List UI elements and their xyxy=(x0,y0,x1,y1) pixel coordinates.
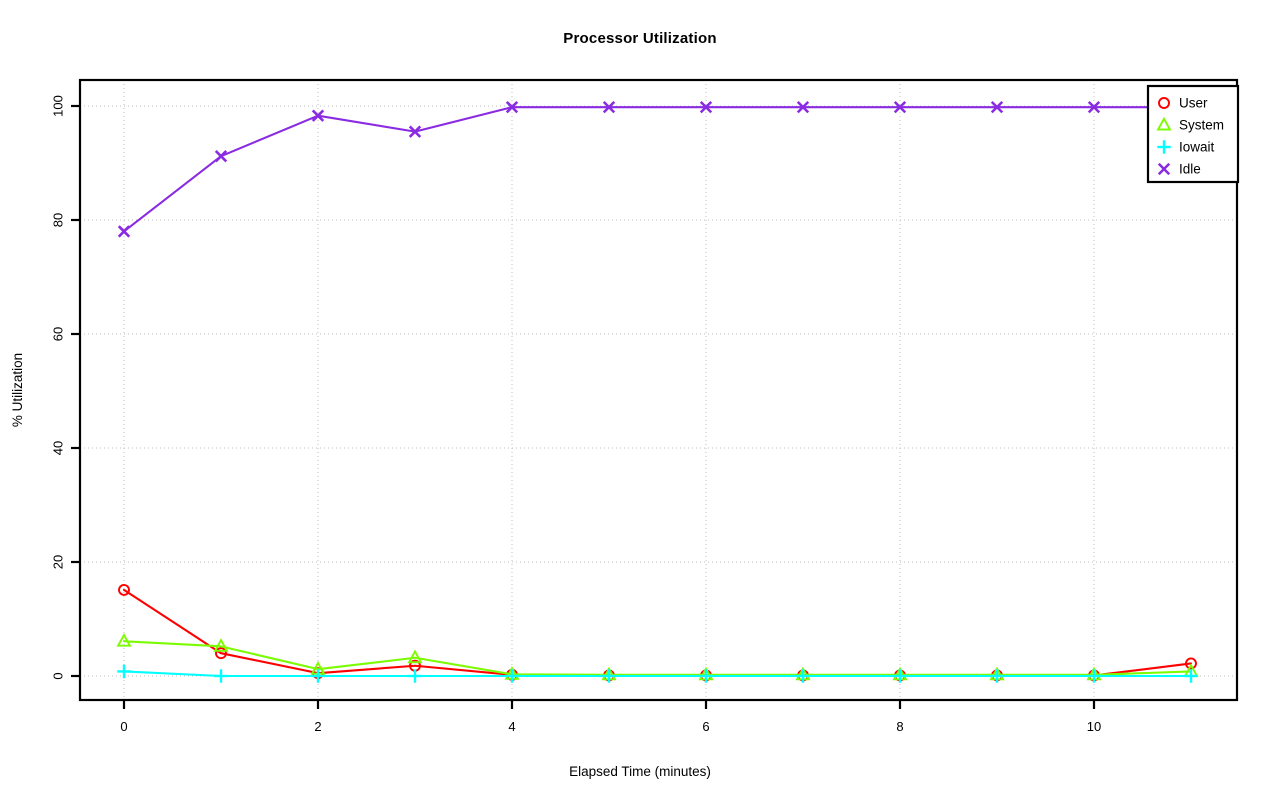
data-point-marker xyxy=(118,583,130,596)
legend-label-idle[interactable]: Idle xyxy=(1179,162,1201,177)
data-point-marker xyxy=(602,669,616,683)
data-point-marker xyxy=(214,669,228,683)
data-point-marker xyxy=(408,669,422,683)
data-point-marker xyxy=(1087,669,1101,683)
series-line xyxy=(122,640,1193,676)
data-point-marker xyxy=(117,225,131,238)
data-point-marker xyxy=(990,100,1004,114)
series-system xyxy=(116,633,1199,681)
legend-marker-user xyxy=(1158,97,1170,109)
y-tick-label: 0 xyxy=(51,672,66,679)
legend-label-iowait[interactable]: Iowait xyxy=(1179,140,1215,155)
series-idle xyxy=(117,100,1198,238)
x-tick-label: 8 xyxy=(896,719,903,734)
data-point-marker xyxy=(893,669,907,683)
data-point-marker xyxy=(116,633,132,647)
page-title: Processor Utilization xyxy=(563,30,717,47)
series-line xyxy=(122,588,1193,677)
data-point-marker xyxy=(213,638,229,652)
x-tick-label: 2 xyxy=(314,719,321,734)
y-tick-label: 40 xyxy=(51,441,66,455)
data-point-marker xyxy=(215,647,227,660)
data-point-marker xyxy=(1185,657,1197,670)
plot-frame xyxy=(78,78,1239,702)
data-point-marker xyxy=(117,664,131,679)
legend-marker-idle xyxy=(1157,162,1171,176)
gridlines xyxy=(80,80,1237,700)
data-point-marker xyxy=(214,149,228,163)
x-tick-label: 10 xyxy=(1087,719,1101,734)
y-axis-label: % Utilization xyxy=(10,353,25,427)
data-point-marker xyxy=(990,669,1004,683)
y-tick-label: 80 xyxy=(51,213,66,227)
x-tick-label: 6 xyxy=(702,719,709,734)
legend-box xyxy=(1146,84,1240,184)
data-point-marker xyxy=(893,100,907,114)
series-user xyxy=(118,583,1197,682)
series-line xyxy=(122,106,1193,233)
legend-label-system[interactable]: System xyxy=(1179,118,1224,133)
data-point-marker xyxy=(1184,669,1198,683)
data-point-marker xyxy=(311,669,325,683)
data-point-marker xyxy=(505,669,519,683)
data-point-marker xyxy=(407,649,423,664)
axis-ticks xyxy=(71,104,1096,709)
data-series-layer xyxy=(116,100,1199,683)
x-axis-label: Elapsed Time (minutes) xyxy=(569,764,711,779)
data-point-marker xyxy=(408,125,422,138)
data-point-marker xyxy=(1087,100,1101,114)
y-tick-label: 20 xyxy=(51,555,66,569)
legend-marker-system xyxy=(1156,116,1172,131)
data-point-marker xyxy=(505,100,519,114)
y-tick-label: 60 xyxy=(51,327,66,341)
data-point-marker xyxy=(699,669,713,683)
series-line xyxy=(122,670,1193,678)
x-tick-label: 0 xyxy=(120,719,127,734)
data-point-marker xyxy=(699,100,713,114)
legend-label-user[interactable]: User xyxy=(1179,96,1208,111)
plot-border xyxy=(78,78,1239,702)
data-point-marker xyxy=(602,100,616,114)
y-tick-label: 100 xyxy=(51,95,66,117)
data-point-marker xyxy=(796,669,810,683)
series-iowait xyxy=(117,664,1198,683)
chart-legend[interactable]: User System Iowait Idle xyxy=(1146,84,1240,184)
legend-marker-iowait xyxy=(1157,140,1171,154)
x-tick-label: 4 xyxy=(508,719,515,734)
data-point-marker xyxy=(311,109,325,122)
data-point-marker xyxy=(796,100,810,114)
